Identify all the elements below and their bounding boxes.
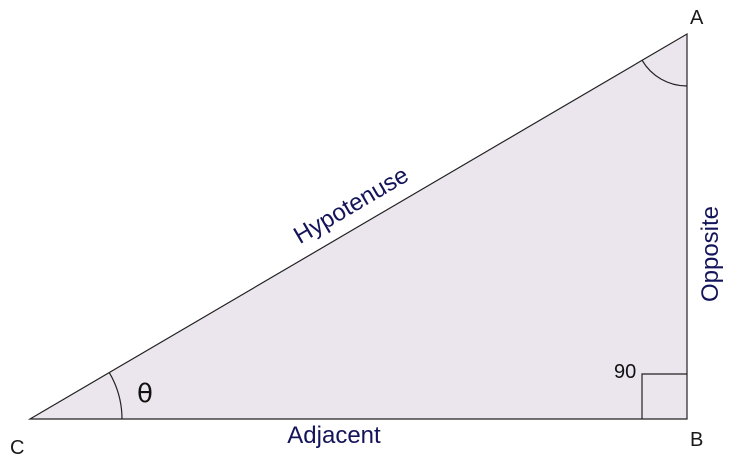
right-angle-label: 90 — [614, 361, 636, 383]
vertex-label-c: C — [10, 437, 24, 459]
vertex-label-b: B — [690, 429, 703, 451]
adjacent-label: Adjacent — [287, 422, 381, 449]
opposite-label: Opposite — [697, 206, 724, 302]
vertex-label-a: A — [690, 7, 704, 29]
triangle-shape — [27, 32, 688, 420]
right-angle-marker — [641, 373, 687, 419]
theta-label: θ — [137, 379, 153, 409]
vertex-a-angle-arc — [641, 59, 688, 87]
theta-angle-arc — [108, 372, 123, 420]
